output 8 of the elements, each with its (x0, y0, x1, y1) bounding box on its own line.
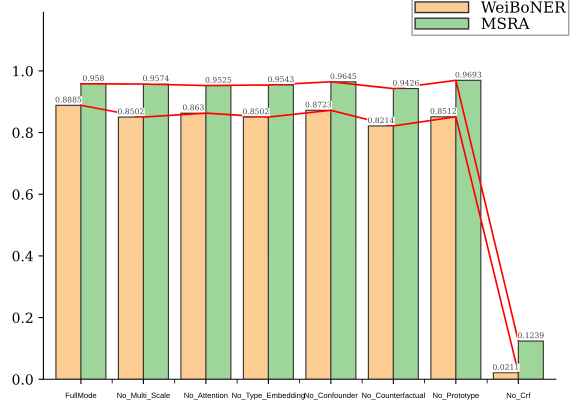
y-tick-label: 0.4 (12, 250, 34, 262)
legend-label: MSRA (482, 18, 530, 30)
y-tick-label: 0.6 (12, 189, 33, 200)
legend-label: WeiBoNER (480, 1, 566, 13)
y-tick-label: 0.2 (12, 312, 32, 324)
y-tick-label: 0.8 (12, 128, 33, 138)
y-tick-label: 1.0 (13, 66, 33, 76)
y-tick-label: 0.0 (12, 374, 33, 385)
